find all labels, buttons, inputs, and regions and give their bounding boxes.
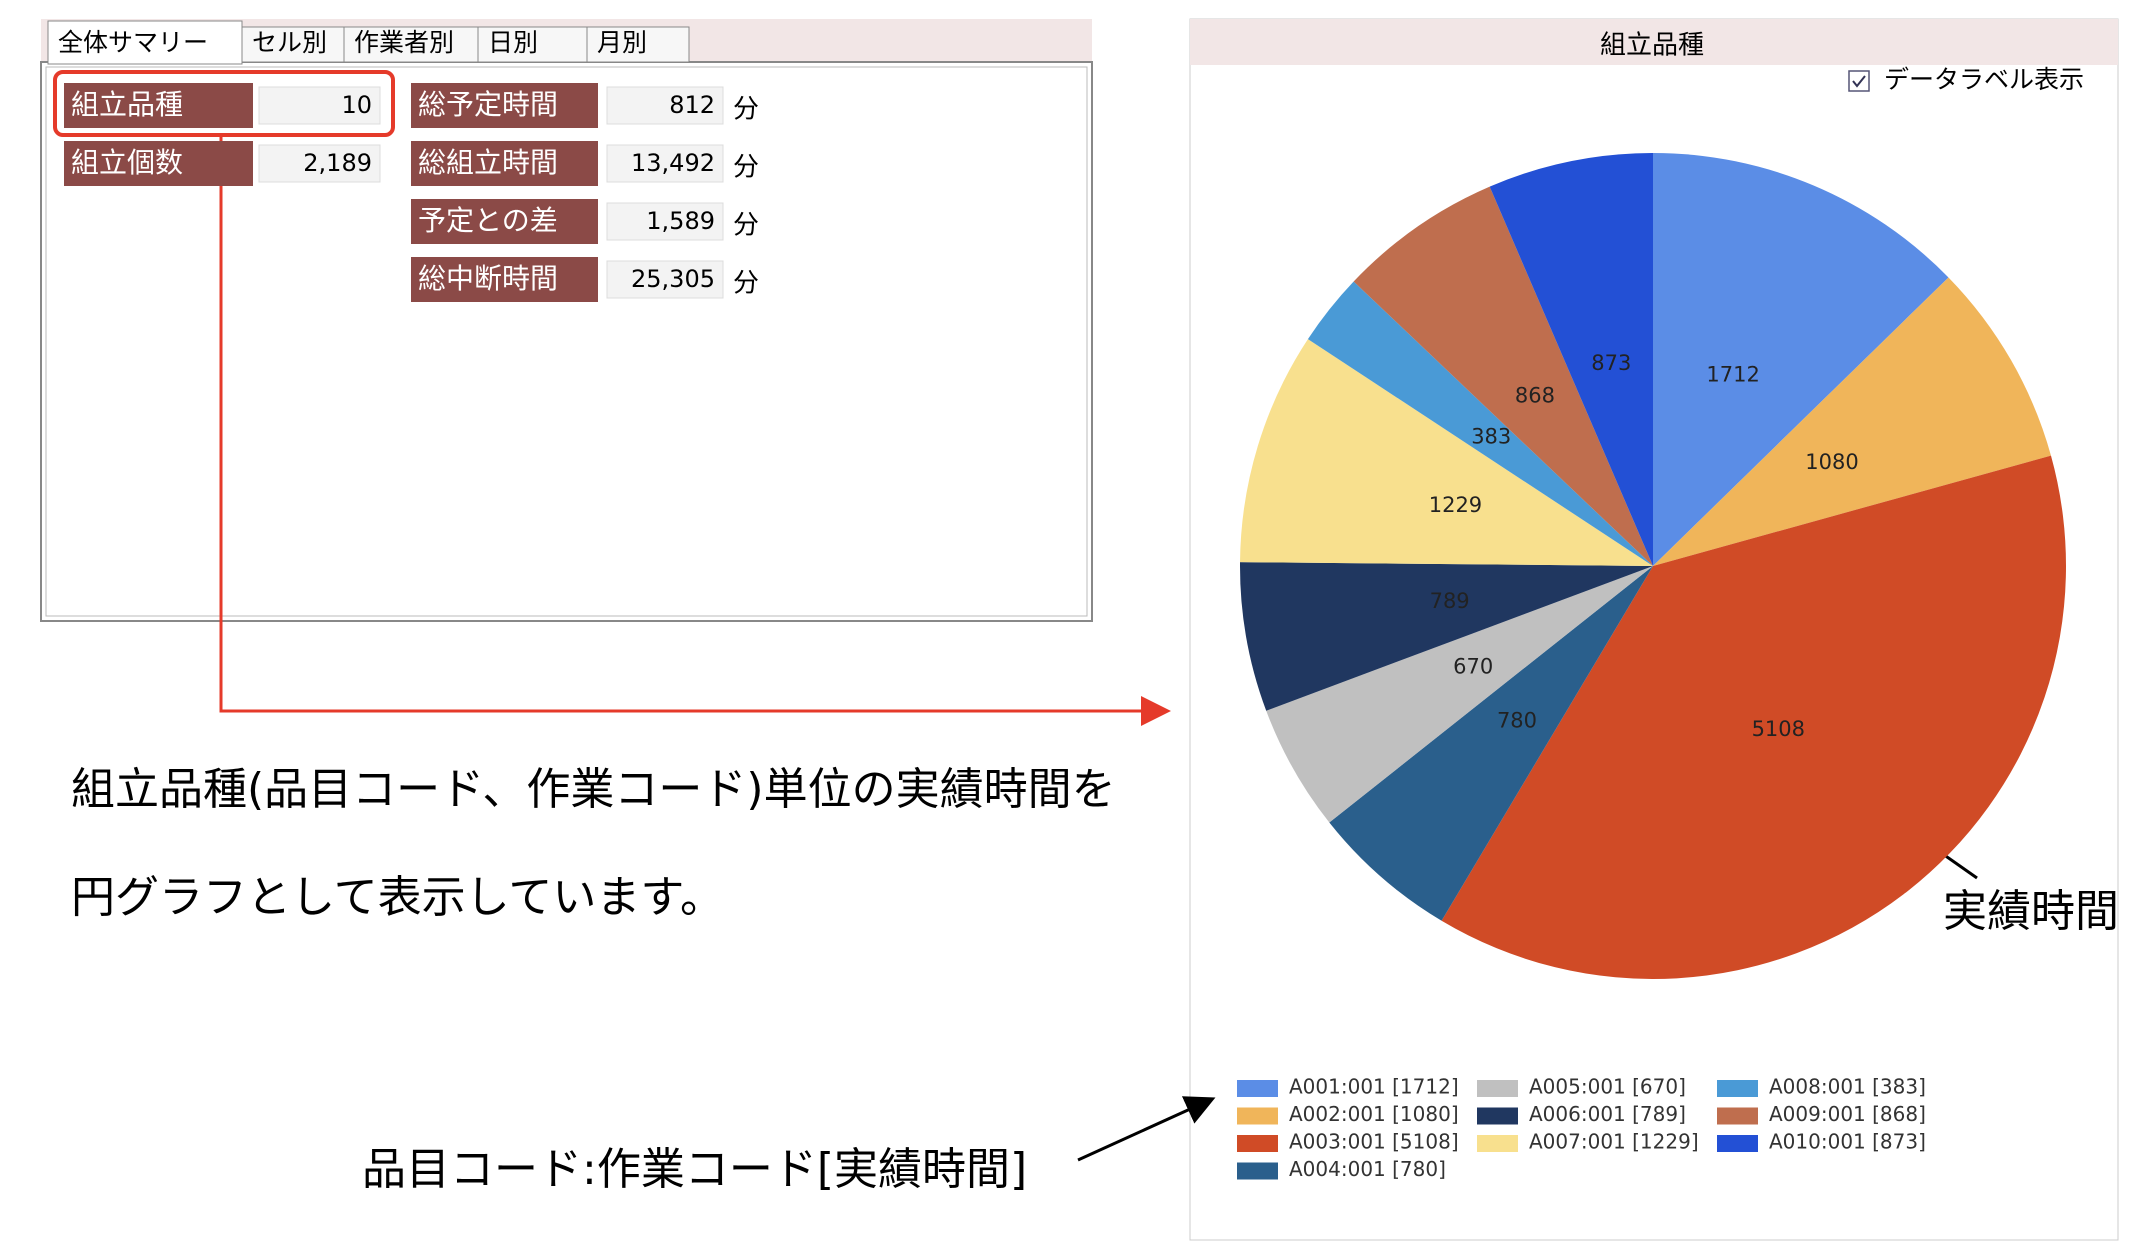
data-label: 789: [1430, 589, 1470, 613]
pie-slice: [1329, 566, 1653, 921]
legend-swatch: [1237, 1107, 1278, 1125]
field-label-box: [411, 257, 598, 302]
field-value: 10: [341, 91, 372, 119]
tab-label[interactable]: 作業者別: [354, 28, 454, 57]
data-label: 1080: [1805, 450, 1858, 474]
legend-label: A007:001 [1229]: [1529, 1130, 1699, 1154]
value-note: 実績時間: [1943, 886, 2119, 937]
legend-note: 品目コード:作業コード[実績時間]: [362, 1144, 1027, 1195]
data-label: 1229: [1429, 493, 1482, 517]
legend-swatch: [1477, 1080, 1518, 1097]
description: 組立品種(品目コード、作業コード)単位の実績時間を: [71, 764, 1116, 815]
legend-swatch: [1717, 1107, 1758, 1125]
legend-label: A006:001 [789]: [1529, 1102, 1686, 1126]
summary-inner: [45, 66, 1088, 617]
tab-label[interactable]: 月別: [597, 28, 647, 57]
field-value-box: [606, 86, 724, 125]
legend-swatch: [1237, 1080, 1278, 1097]
tab-label[interactable]: セル別: [252, 28, 327, 57]
legend-label: A010:001 [873]: [1769, 1130, 1926, 1154]
pie-slice: [1307, 281, 1653, 566]
field-value: 2,189: [303, 149, 372, 177]
tab[interactable]: [586, 26, 690, 63]
description: 円グラフとして表示しています。: [71, 872, 724, 923]
field-unit: 分: [733, 153, 759, 183]
data-label: 670: [1453, 655, 1493, 679]
highlight-box: [53, 70, 395, 137]
data-label: 873: [1591, 351, 1631, 375]
tab[interactable]: [241, 26, 345, 63]
legend-label: A009:001 [868]: [1769, 1102, 1926, 1126]
legend-swatch: [1237, 1162, 1278, 1180]
field-label: 予定との差: [418, 204, 558, 237]
pie-slice: [1653, 277, 2051, 566]
legend-label: A008:001 [383]: [1769, 1075, 1926, 1099]
data-label: 5108: [1752, 717, 1805, 741]
field-value-box: [606, 144, 724, 183]
tab[interactable]: [47, 20, 243, 65]
field-value-box: [258, 144, 381, 183]
pie-slice: [1266, 566, 1653, 823]
field-label: 総予定時間: [418, 88, 558, 121]
legend-swatch: [1477, 1107, 1518, 1125]
field-label-box: [411, 141, 598, 186]
field-label-box: [411, 199, 598, 244]
chart-title: 組立品種: [1600, 31, 1704, 61]
legend-swatch: [1717, 1080, 1758, 1097]
data-label: 383: [1471, 425, 1511, 449]
arrow: [1077, 1096, 1216, 1162]
legend-swatch: [1717, 1135, 1758, 1152]
pie-slice: [1489, 153, 1653, 566]
data-label: 868: [1515, 384, 1555, 408]
chart-title-bar: [1190, 19, 2118, 65]
legend-label: A002:001 [1080]: [1289, 1102, 1459, 1126]
legend-label: A005:001 [670]: [1529, 1075, 1686, 1099]
legend-swatch: [1477, 1135, 1518, 1152]
data-label: 780: [1497, 708, 1537, 732]
legend-label: A001:001 [1712]: [1289, 1075, 1459, 1099]
field-value: 25,305: [631, 265, 715, 293]
field-value-box: [606, 202, 724, 241]
field-label: 総中断時間: [418, 262, 558, 295]
field-unit: 分: [733, 95, 759, 125]
legend-label: A004:001 [780]: [1289, 1157, 1446, 1181]
pie-slice: [1441, 455, 2067, 980]
tab-label[interactable]: 日別: [488, 28, 538, 57]
field-label: 組立個数: [71, 146, 183, 179]
pie-slice: [1353, 186, 1653, 566]
tab-label[interactable]: 全体サマリー: [58, 28, 208, 57]
field-label: 総組立時間: [418, 146, 558, 179]
red-arrow: [219, 135, 1171, 726]
pie-slice: [1653, 153, 1949, 566]
checkbox[interactable]: [1848, 70, 1870, 92]
pie-slice: [1240, 562, 1653, 711]
field-value-box: [258, 86, 381, 125]
field-label-box: [64, 83, 253, 128]
field-unit: 分: [733, 211, 759, 241]
checkbox-label[interactable]: データラベル表示: [1884, 65, 2084, 94]
field-value: 812: [669, 91, 715, 119]
legend-label: A003:001 [5108]: [1289, 1130, 1459, 1154]
field-unit: 分: [733, 269, 759, 299]
field-value: 13,492: [631, 149, 715, 177]
field-label-box: [411, 83, 598, 128]
pie-slice: [1240, 339, 1653, 566]
field-value: 1,589: [646, 207, 715, 235]
field-label: 組立品種: [71, 88, 183, 121]
field-label-box: [64, 141, 253, 186]
data-label: 1712: [1706, 363, 1759, 387]
checkmark: [1852, 75, 1866, 88]
legend-swatch: [1237, 1135, 1278, 1152]
field-value-box: [606, 260, 724, 299]
